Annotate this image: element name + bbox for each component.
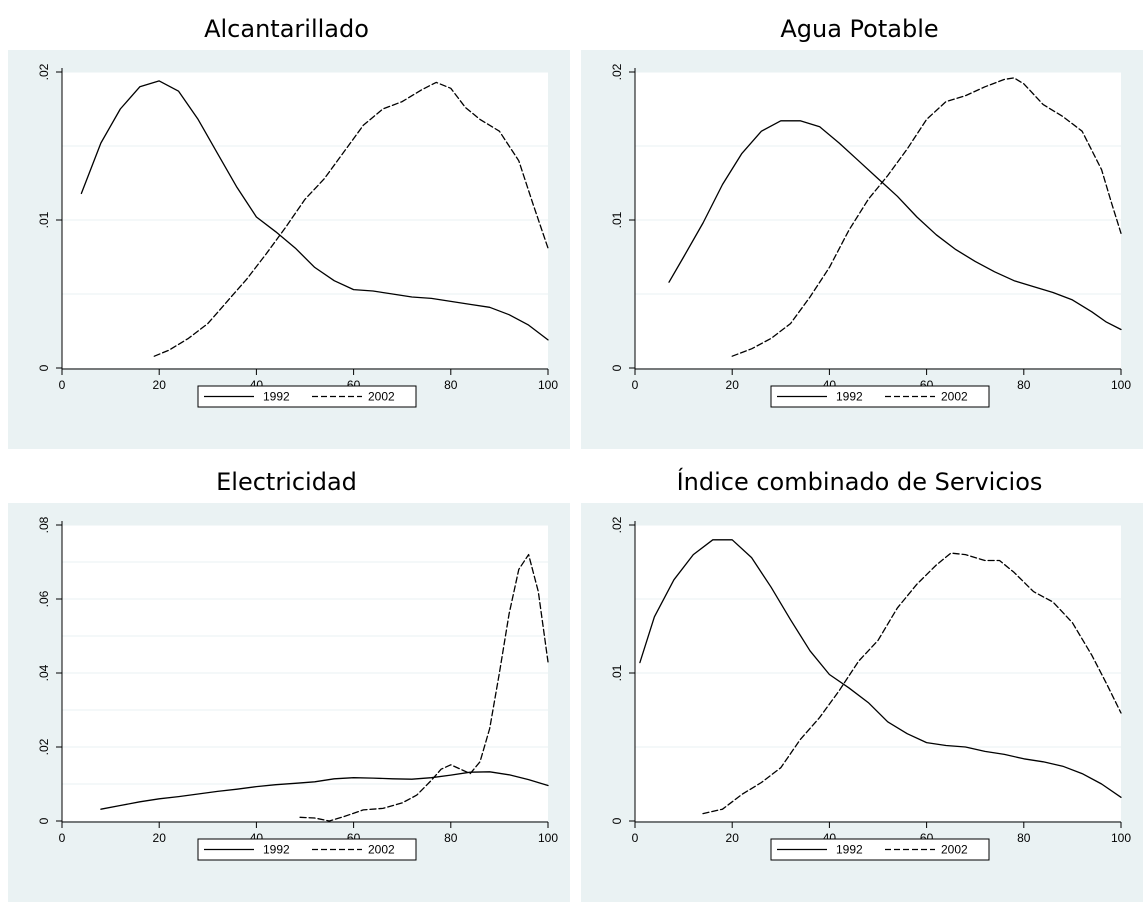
panel-indice-combinado: Índice combinado de Servicios 0 20 40 60 80 1… — [573, 453, 1146, 905]
chart-title: Índice combinado de Servicios — [676, 468, 1043, 496]
series-line-2002 — [299, 553, 549, 822]
legend-label-1992: 1992 — [836, 390, 863, 404]
x-tick-label: 20 — [726, 831, 740, 845]
y-tick-label: .04 — [37, 664, 51, 681]
y-tick-label: .01 — [37, 211, 51, 228]
y-tick-label: 0 — [37, 364, 51, 371]
panel-agua-potable: Agua Potable 0 20 40 60 80 100.02.01 0 1992 2002 — [573, 0, 1146, 453]
x-tick-label: 100 — [538, 831, 558, 845]
x-tick-label: 100 — [538, 378, 558, 392]
legend — [197, 838, 417, 861]
y-tick-label: .01 — [610, 664, 624, 681]
legend-label-1992: 1992 — [836, 843, 863, 857]
chart-title: Agua Potable — [780, 15, 939, 43]
x-tick-label: 20 — [153, 378, 167, 392]
legend-label-2002: 2002 — [368, 843, 395, 857]
x-tick-label: 80 — [1017, 378, 1031, 392]
legend-label-2002: 2002 — [941, 843, 968, 857]
x-tick-label: 0 — [632, 378, 639, 392]
series-line-1992 — [80, 80, 549, 341]
x-tick-label: 100 — [1111, 378, 1131, 392]
x-tick-label: 80 — [444, 378, 458, 392]
x-tick-label: 20 — [726, 378, 740, 392]
chart-agua-potable: 0 20 40 60 80 100.02.01 0 1992 2002 — [573, 50, 1143, 454]
chart-alcantarillado: 0 20 40 60 80 100.02.01 0 1992 2002 — [0, 50, 570, 454]
y-tick-label: .02 — [37, 63, 51, 80]
y-tick-label: .06 — [37, 590, 51, 607]
legend — [197, 385, 417, 408]
series-line-1992 — [100, 771, 549, 810]
x-tick-label: 80 — [1017, 831, 1031, 845]
y-tick-label: 0 — [610, 364, 624, 371]
x-tick-label: 0 — [59, 831, 66, 845]
series-line-2002 — [153, 81, 549, 357]
panel-alcantarillado: Alcantarillado 0 20 40 60 80 100.02.01 0 1992 20… — [0, 0, 573, 453]
panel-electricidad: Electricidad 0 20 40 60 80 100.08.06.04.02 0 19… — [0, 453, 573, 905]
x-tick-label: 20 — [153, 831, 167, 845]
legend — [770, 385, 990, 408]
legend-label-1992: 1992 — [263, 390, 290, 404]
legend-label-2002: 2002 — [941, 390, 968, 404]
y-tick-label: .02 — [610, 516, 624, 533]
chart-electricidad: 0 20 40 60 80 100.08.06.04.02 0 1992 2002 — [0, 503, 570, 907]
y-tick-label: .02 — [37, 738, 51, 755]
series-line-1992 — [668, 120, 1122, 331]
legend-label-2002: 2002 — [368, 390, 395, 404]
series-line-1992 — [639, 539, 1122, 798]
legend-label-1992: 1992 — [263, 843, 290, 857]
x-tick-label: 0 — [632, 831, 639, 845]
y-tick-label: .01 — [610, 211, 624, 228]
y-tick-label: 0 — [610, 817, 624, 824]
y-tick-label: .02 — [610, 63, 624, 80]
x-tick-label: 80 — [444, 831, 458, 845]
series-line-2002 — [731, 77, 1122, 357]
x-tick-label: 0 — [59, 378, 66, 392]
y-tick-label: .08 — [37, 516, 51, 533]
chart-title: Alcantarillado — [204, 15, 369, 43]
chart-indice-combinado: 0 20 40 60 80 100.02.01 0 1992 2002 — [573, 503, 1143, 907]
series-line-2002 — [702, 552, 1122, 815]
x-tick-label: 100 — [1111, 831, 1131, 845]
legend — [770, 838, 990, 861]
y-tick-label: 0 — [37, 817, 51, 824]
chart-title: Electricidad — [216, 468, 357, 496]
